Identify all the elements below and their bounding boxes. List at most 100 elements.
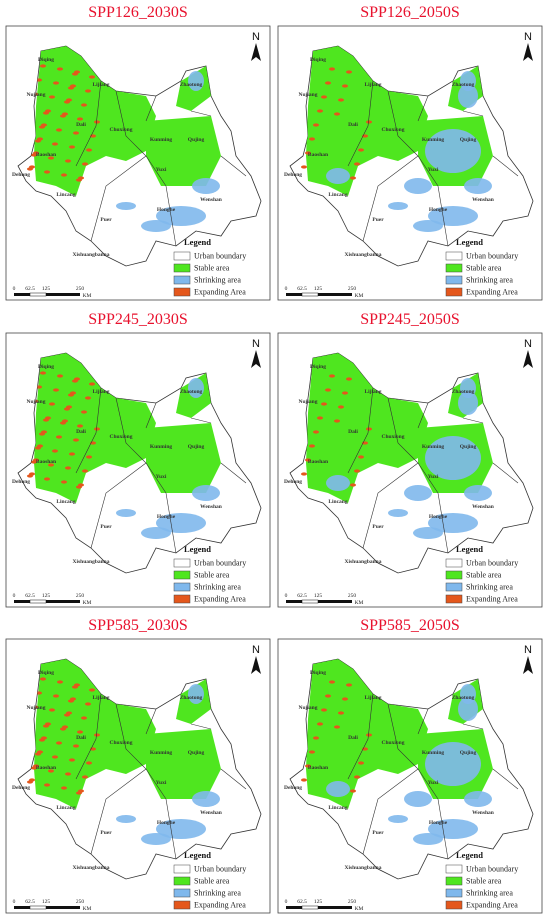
expanding-area	[27, 780, 33, 784]
panel-title: SPP245_2030S	[88, 311, 188, 328]
map: Diqing Nujiang Lijiang Dali Baoshan Dehong Lin…	[12, 45, 262, 267]
city-boundary	[115, 90, 167, 187]
city-label: Dali	[76, 429, 86, 435]
legend-swatch	[173, 888, 191, 898]
scale-bar	[286, 293, 352, 296]
expanding-area	[86, 455, 92, 459]
expanding-area	[27, 474, 33, 478]
legend-title: Legend	[184, 237, 211, 247]
city-label: Nujiang	[27, 92, 46, 98]
scale-label: 125	[314, 286, 323, 292]
city-boundary	[75, 387, 102, 474]
expanding-area	[69, 452, 75, 456]
expanding-area	[329, 680, 335, 684]
expanding-area	[89, 75, 95, 79]
expanding-area	[44, 783, 50, 787]
city-boundary	[190, 417, 212, 424]
scale-label: 62.5	[25, 286, 35, 292]
scale-label: 0	[13, 593, 16, 599]
city-label: Xishuangbanna	[73, 252, 110, 258]
legend-title: Legend	[456, 850, 483, 860]
city-boundary	[492, 462, 519, 484]
city-label: Nujiang	[299, 399, 318, 405]
north-label: N	[252, 644, 260, 656]
scale-label: 62.5	[297, 286, 307, 292]
city-boundary	[362, 768, 419, 855]
map: Diqing Nujiang Lijiang Dali Baoshan Dehong Lin…	[284, 45, 534, 267]
city-label: Yuxi	[428, 167, 439, 173]
city-label: Lincang	[56, 805, 76, 811]
scale-bar	[14, 293, 80, 296]
shrinking-area	[464, 485, 492, 501]
city-boundary	[492, 768, 519, 790]
expanding-area	[43, 724, 49, 728]
stable-area	[146, 729, 221, 799]
map-fill	[297, 353, 493, 539]
expanding-area	[342, 84, 348, 88]
north-label: N	[524, 338, 532, 350]
shrinking-area	[458, 84, 478, 108]
legend-label: Stable area	[194, 876, 230, 885]
expanding-area	[65, 466, 71, 470]
expanding-area	[342, 697, 348, 701]
city-boundary	[387, 397, 439, 494]
city-label: Xishuangbanna	[345, 252, 382, 258]
expanding-area	[68, 699, 74, 703]
north-arrow	[523, 350, 533, 368]
shrinking-area	[326, 168, 350, 184]
city-label: Nujiang	[299, 705, 318, 711]
scale-unit: KM	[83, 906, 92, 912]
city-label: Baoshan	[308, 459, 328, 465]
expanding-area	[44, 170, 50, 174]
expanding-area	[73, 438, 79, 442]
city-label: Nujiang	[27, 399, 46, 405]
map-fill	[297, 659, 493, 845]
city-label: Zhaotong	[452, 82, 475, 88]
city-label: Qujing	[188, 444, 205, 450]
city-label: Diqing	[310, 670, 326, 676]
panel-title: SPP126_2030S	[88, 4, 188, 21]
city-boundary	[347, 693, 374, 780]
city-boundary	[437, 492, 449, 554]
expanding-area	[317, 109, 323, 113]
city-boundary	[220, 155, 247, 177]
expanding-area	[338, 405, 344, 409]
city-boundary	[90, 462, 147, 549]
expanding-area	[53, 388, 59, 392]
panel-title: SPP245_2050S	[360, 311, 460, 328]
shrinking-area	[192, 485, 220, 501]
expanding-area	[94, 733, 100, 737]
map-fill	[25, 353, 221, 539]
city-label: Lijiang	[92, 389, 109, 395]
expanding-area	[85, 702, 91, 706]
expanding-area	[60, 727, 66, 731]
legend-label: Expanding Area	[466, 900, 518, 909]
map: Diqing Nujiang Lijiang Dali Baoshan Dehong Lin…	[12, 658, 262, 880]
shrinking-area	[188, 684, 204, 704]
city-label: Wenshan	[472, 810, 494, 816]
city-boundary	[417, 402, 429, 429]
legend-swatch	[445, 900, 463, 910]
city-boundary	[220, 768, 247, 790]
city-label: Diqing	[310, 364, 326, 370]
expanding-area	[358, 148, 364, 152]
legend-swatch	[173, 570, 191, 580]
legend-label: Shrinking area	[194, 888, 241, 897]
legend-swatch	[445, 582, 463, 592]
expanding-area	[350, 176, 356, 180]
shrinking-area	[458, 391, 478, 415]
city-label: Dehong	[284, 785, 302, 791]
scale-bar	[286, 906, 352, 909]
expanding-area	[334, 112, 340, 116]
city-boundary	[417, 708, 429, 735]
expanding-area	[82, 469, 88, 473]
city-label: Honghe	[429, 820, 448, 826]
scale-label: 0	[13, 899, 16, 905]
city-label: Kunming	[422, 137, 445, 143]
legend-swatch	[173, 558, 191, 568]
expanding-area	[325, 694, 331, 698]
expanding-area	[76, 485, 82, 489]
expanding-area	[358, 761, 364, 765]
expanding-area	[40, 64, 46, 68]
legend-swatch	[173, 876, 191, 886]
